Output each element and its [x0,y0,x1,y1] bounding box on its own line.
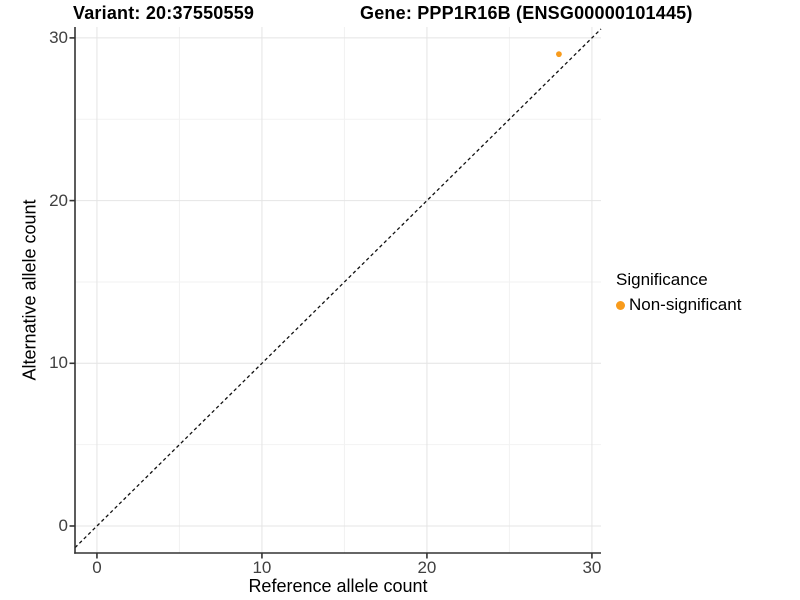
x-axis-title: Reference allele count [248,576,428,596]
y-tick-label: 20 [49,190,68,210]
x-tick-label: 0 [92,558,102,577]
x-tick-label: 20 [417,558,437,577]
legend: Significance Non-significant [616,270,741,315]
x-tick-label: 10 [252,558,272,577]
x-tick-label: 30 [582,558,602,577]
legend-title: Significance [616,270,708,289]
gene-title: Gene: PPP1R16B (ENSG00000101445) [360,3,693,23]
data-point [556,51,562,58]
legend-point-swatch-icon [616,300,625,310]
variant-title: Variant: 20:37550559 [73,3,255,23]
y-tick-label: 0 [58,515,68,535]
identity-dashed-line [74,28,602,549]
y-tick-label: 30 [49,27,68,47]
legend-entry: Non-significant [616,295,741,315]
legend-entry-label: Non-significant [629,295,742,314]
y-tick-label: 10 [49,353,68,373]
